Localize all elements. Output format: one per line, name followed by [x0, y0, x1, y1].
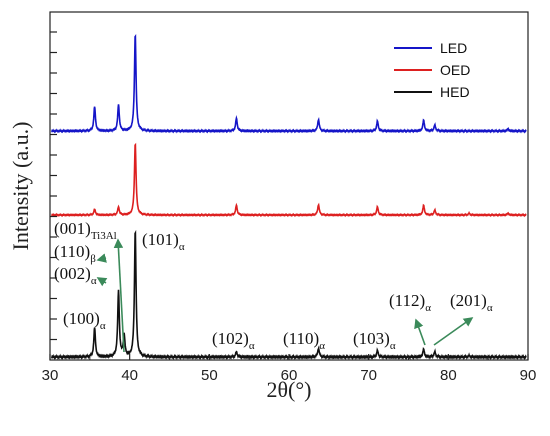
annotation-arrow	[96, 277, 108, 287]
peak-label-sub: α	[487, 302, 493, 314]
legend-label-led: LED	[440, 40, 467, 56]
y-axis-label: Intensity (a.u.)	[8, 122, 33, 251]
peak-label: (110)β	[54, 242, 96, 265]
annotation-arrow	[96, 253, 107, 263]
peak-label: (103)α	[353, 329, 396, 352]
series-line-oed	[50, 142, 527, 218]
peak-label-sub: α	[100, 320, 106, 332]
annotation-arrow	[433, 317, 474, 346]
peak-label: (001)Ti3Al	[54, 219, 117, 242]
x-tick-label: 90	[520, 367, 537, 384]
peak-label-sub: α	[179, 241, 185, 253]
x-tick-label: 40	[121, 367, 138, 384]
peak-label: (100)α	[63, 309, 106, 332]
axes: 30 40 50 60 70 80 90 2θ(°) Intensity (a.u.)	[8, 11, 537, 402]
peak-label: (112)α	[389, 291, 431, 314]
peak-label: (101)α	[142, 230, 185, 253]
peak-label-sub: α	[249, 340, 255, 352]
legend-label-hed: HED	[440, 84, 470, 100]
peak-label: (110)α	[283, 329, 325, 352]
x-tick-label: 70	[360, 367, 377, 384]
series-line-led	[50, 33, 527, 134]
x-tick-label: 60	[281, 367, 298, 384]
peak-label-sub: β	[90, 253, 96, 265]
peak-label: (102)α	[212, 329, 255, 352]
x-tick-label: 50	[201, 367, 218, 384]
peak-label: (002)α	[54, 264, 97, 287]
x-tick-label: 30	[42, 367, 59, 384]
legend-label-oed: OED	[440, 62, 470, 78]
peak-label: (201)α	[450, 291, 493, 314]
x-axis-label: 2θ(°)	[267, 377, 312, 402]
legend: LED OED HED	[394, 40, 470, 100]
annotation-arrow	[414, 318, 426, 346]
peak-label-sub: α	[91, 275, 97, 287]
x-tick-label: 80	[440, 367, 457, 384]
peak-label-sub: α	[425, 302, 431, 314]
annotation-arrow	[113, 238, 125, 353]
peak-labels: (100)α (001)Ti3Al(110)β(002)α (101)α (102)α…	[54, 219, 493, 353]
peak-label-sub: α	[390, 340, 396, 352]
peak-label-sub: Ti3Al	[91, 230, 117, 242]
peak-label-sub: α	[319, 340, 325, 352]
